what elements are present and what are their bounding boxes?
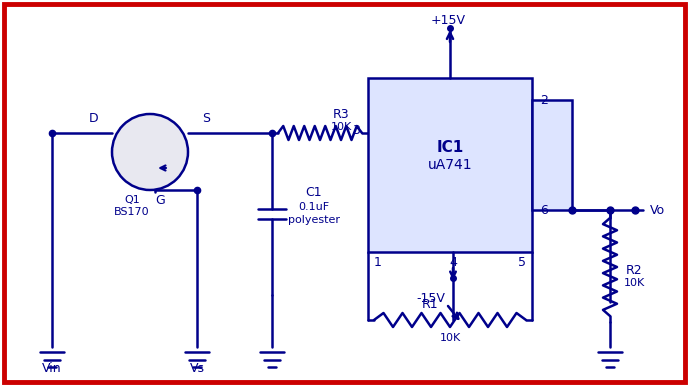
- Text: R2: R2: [626, 264, 642, 276]
- Text: G: G: [155, 193, 165, 207]
- Text: BS170: BS170: [114, 207, 150, 217]
- Text: 2: 2: [540, 93, 548, 107]
- Text: C1: C1: [306, 186, 322, 200]
- Text: Vs: Vs: [189, 362, 205, 374]
- Text: -15V: -15V: [417, 291, 445, 305]
- Text: polyester: polyester: [288, 215, 340, 225]
- Text: Vo: Vo: [650, 203, 665, 217]
- Text: 3: 3: [352, 125, 360, 137]
- Text: IC1: IC1: [436, 141, 464, 156]
- Text: S: S: [202, 112, 210, 125]
- Text: Vin: Vin: [42, 362, 62, 374]
- Text: uA741: uA741: [428, 158, 473, 172]
- Text: 4: 4: [449, 257, 457, 269]
- Bar: [532, 100, 572, 210]
- Text: 1: 1: [374, 257, 382, 269]
- Text: 10K: 10K: [624, 278, 645, 288]
- Text: 10K: 10K: [440, 333, 461, 343]
- Text: 10K: 10K: [330, 122, 351, 132]
- Text: 5: 5: [518, 257, 526, 269]
- Circle shape: [112, 114, 188, 190]
- Text: R1: R1: [422, 298, 438, 310]
- Text: +15V: +15V: [431, 14, 466, 27]
- Text: R3: R3: [333, 108, 349, 122]
- Text: 6: 6: [540, 203, 548, 217]
- Text: D: D: [89, 112, 99, 125]
- Text: Q1: Q1: [124, 195, 140, 205]
- Bar: [368, 78, 532, 252]
- Text: 0.1uF: 0.1uF: [298, 202, 329, 212]
